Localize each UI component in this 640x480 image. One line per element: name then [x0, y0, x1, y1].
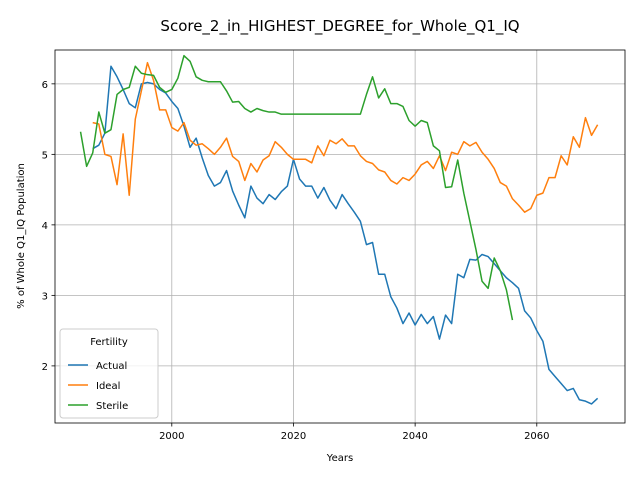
x-tick-label: 2020 — [281, 431, 306, 442]
y-tick-label: 3 — [42, 291, 48, 302]
y-tick-label: 4 — [42, 221, 48, 232]
y-tick-label: 2 — [42, 362, 48, 373]
legend: Fertility Actual Ideal Sterile — [59, 328, 159, 419]
legend-label: Actual — [96, 361, 127, 372]
legend-label: Ideal — [96, 381, 120, 392]
x-tick-label: 2040 — [402, 431, 427, 442]
line-series — [79, 54, 514, 321]
y-tick-label: 6 — [42, 80, 48, 91]
x-tick-label: 2000 — [159, 431, 184, 442]
y-axis-label: % of Whole Q1_IQ Population — [16, 163, 27, 309]
x-axis-label: Years — [326, 453, 353, 464]
chart-title: Score_2_in_HIGHEST_DEGREE_for_Whole_Q1_I… — [160, 17, 519, 36]
plot-frame — [54, 49, 626, 424]
line-series — [92, 65, 599, 405]
x-tick-label: 2060 — [524, 431, 549, 442]
line-series — [92, 61, 599, 213]
y-tick-label: 5 — [42, 150, 48, 161]
legend-label: Sterile — [96, 401, 128, 412]
legend-title: Fertility — [90, 337, 128, 348]
legend-box — [59, 328, 159, 419]
